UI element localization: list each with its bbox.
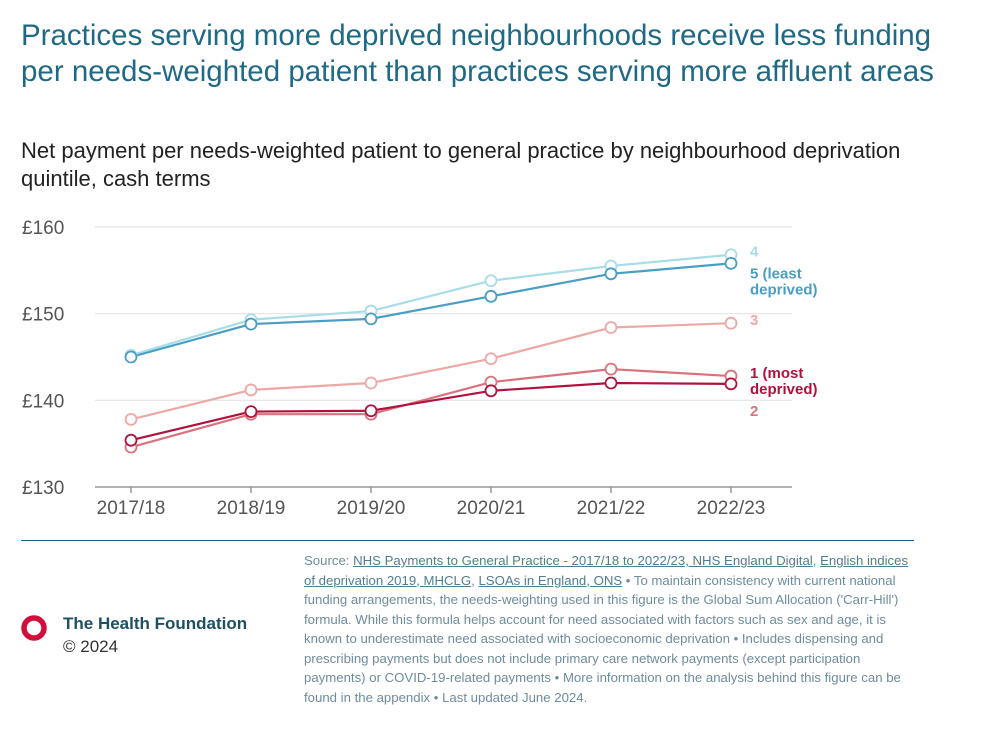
x-tick-label: 2021/22: [577, 498, 646, 519]
footer-divider: [21, 540, 914, 541]
data-point: [724, 257, 738, 270]
series-label: 3: [750, 312, 758, 329]
source-link-lsoas[interactable]: LSOAs in England, ONS: [478, 572, 623, 588]
series-line: [130, 381, 732, 442]
source-notes-text: • To maintain consistency with current n…: [304, 572, 901, 705]
chart-title: Practices serving more deprived neighbou…: [21, 19, 934, 88]
series-line: [130, 262, 732, 359]
organisation-name: The Health Foundation: [63, 614, 248, 633]
data-point: [244, 317, 258, 331]
data-point: [364, 376, 378, 390]
series-label: 1 (most deprived): [750, 365, 818, 398]
x-tick-label: 2022/23: [697, 498, 766, 519]
series-line: [130, 322, 732, 421]
series-line: [130, 368, 732, 449]
data-point: [124, 433, 138, 447]
y-tick-label: £160: [22, 218, 64, 239]
data-point: [124, 350, 138, 364]
data-point: [604, 267, 618, 281]
series-label: 5 (least deprived): [750, 266, 818, 299]
y-tick-label: £140: [22, 391, 64, 412]
series-line: [130, 253, 732, 357]
series-label: 4: [750, 244, 759, 261]
data-point: [364, 404, 378, 418]
data-point: [364, 312, 378, 326]
y-tick-label: £130: [22, 478, 64, 499]
copyright: © 2024: [63, 637, 119, 656]
source-separator: ,: [471, 572, 479, 588]
data-point: [484, 289, 498, 303]
data-point: [244, 405, 258, 419]
data-point: [484, 352, 498, 366]
data-point: [484, 384, 498, 398]
data-point: [604, 321, 618, 334]
source-link-nhs-payments[interactable]: NHS Payments to General Practice - 2017/…: [353, 553, 813, 568]
source-notes: Source: NHS Payments to General Practice…: [304, 551, 916, 707]
data-point: [124, 412, 138, 426]
data-point: [604, 362, 618, 376]
data-point: [604, 376, 618, 390]
line-chart: £130 £140 £150 £160 2017/18 2018/19 2019/20 202…: [22, 218, 818, 519]
x-tick-label: 2018/19: [217, 498, 286, 519]
data-point: [244, 383, 258, 397]
data-point: [724, 377, 738, 391]
source-separator: ,: [812, 553, 821, 568]
series-label: 2: [750, 403, 758, 420]
data-point: [484, 274, 498, 288]
source-link-deprivation-indices[interactable]: English indices of deprivation 2019, MHC…: [304, 553, 909, 588]
source-prefix: Source:: [304, 553, 354, 568]
health-foundation-logo-icon: [21, 615, 47, 641]
x-tick-label: 2020/21: [457, 498, 526, 519]
y-tick-label: £150: [22, 305, 64, 326]
chart-subtitle: Net payment per needs-weighted patient t…: [21, 138, 901, 191]
x-tick-label: 2017/18: [97, 498, 166, 519]
x-tick-label: 2019/20: [337, 498, 406, 519]
data-point: [724, 316, 738, 330]
